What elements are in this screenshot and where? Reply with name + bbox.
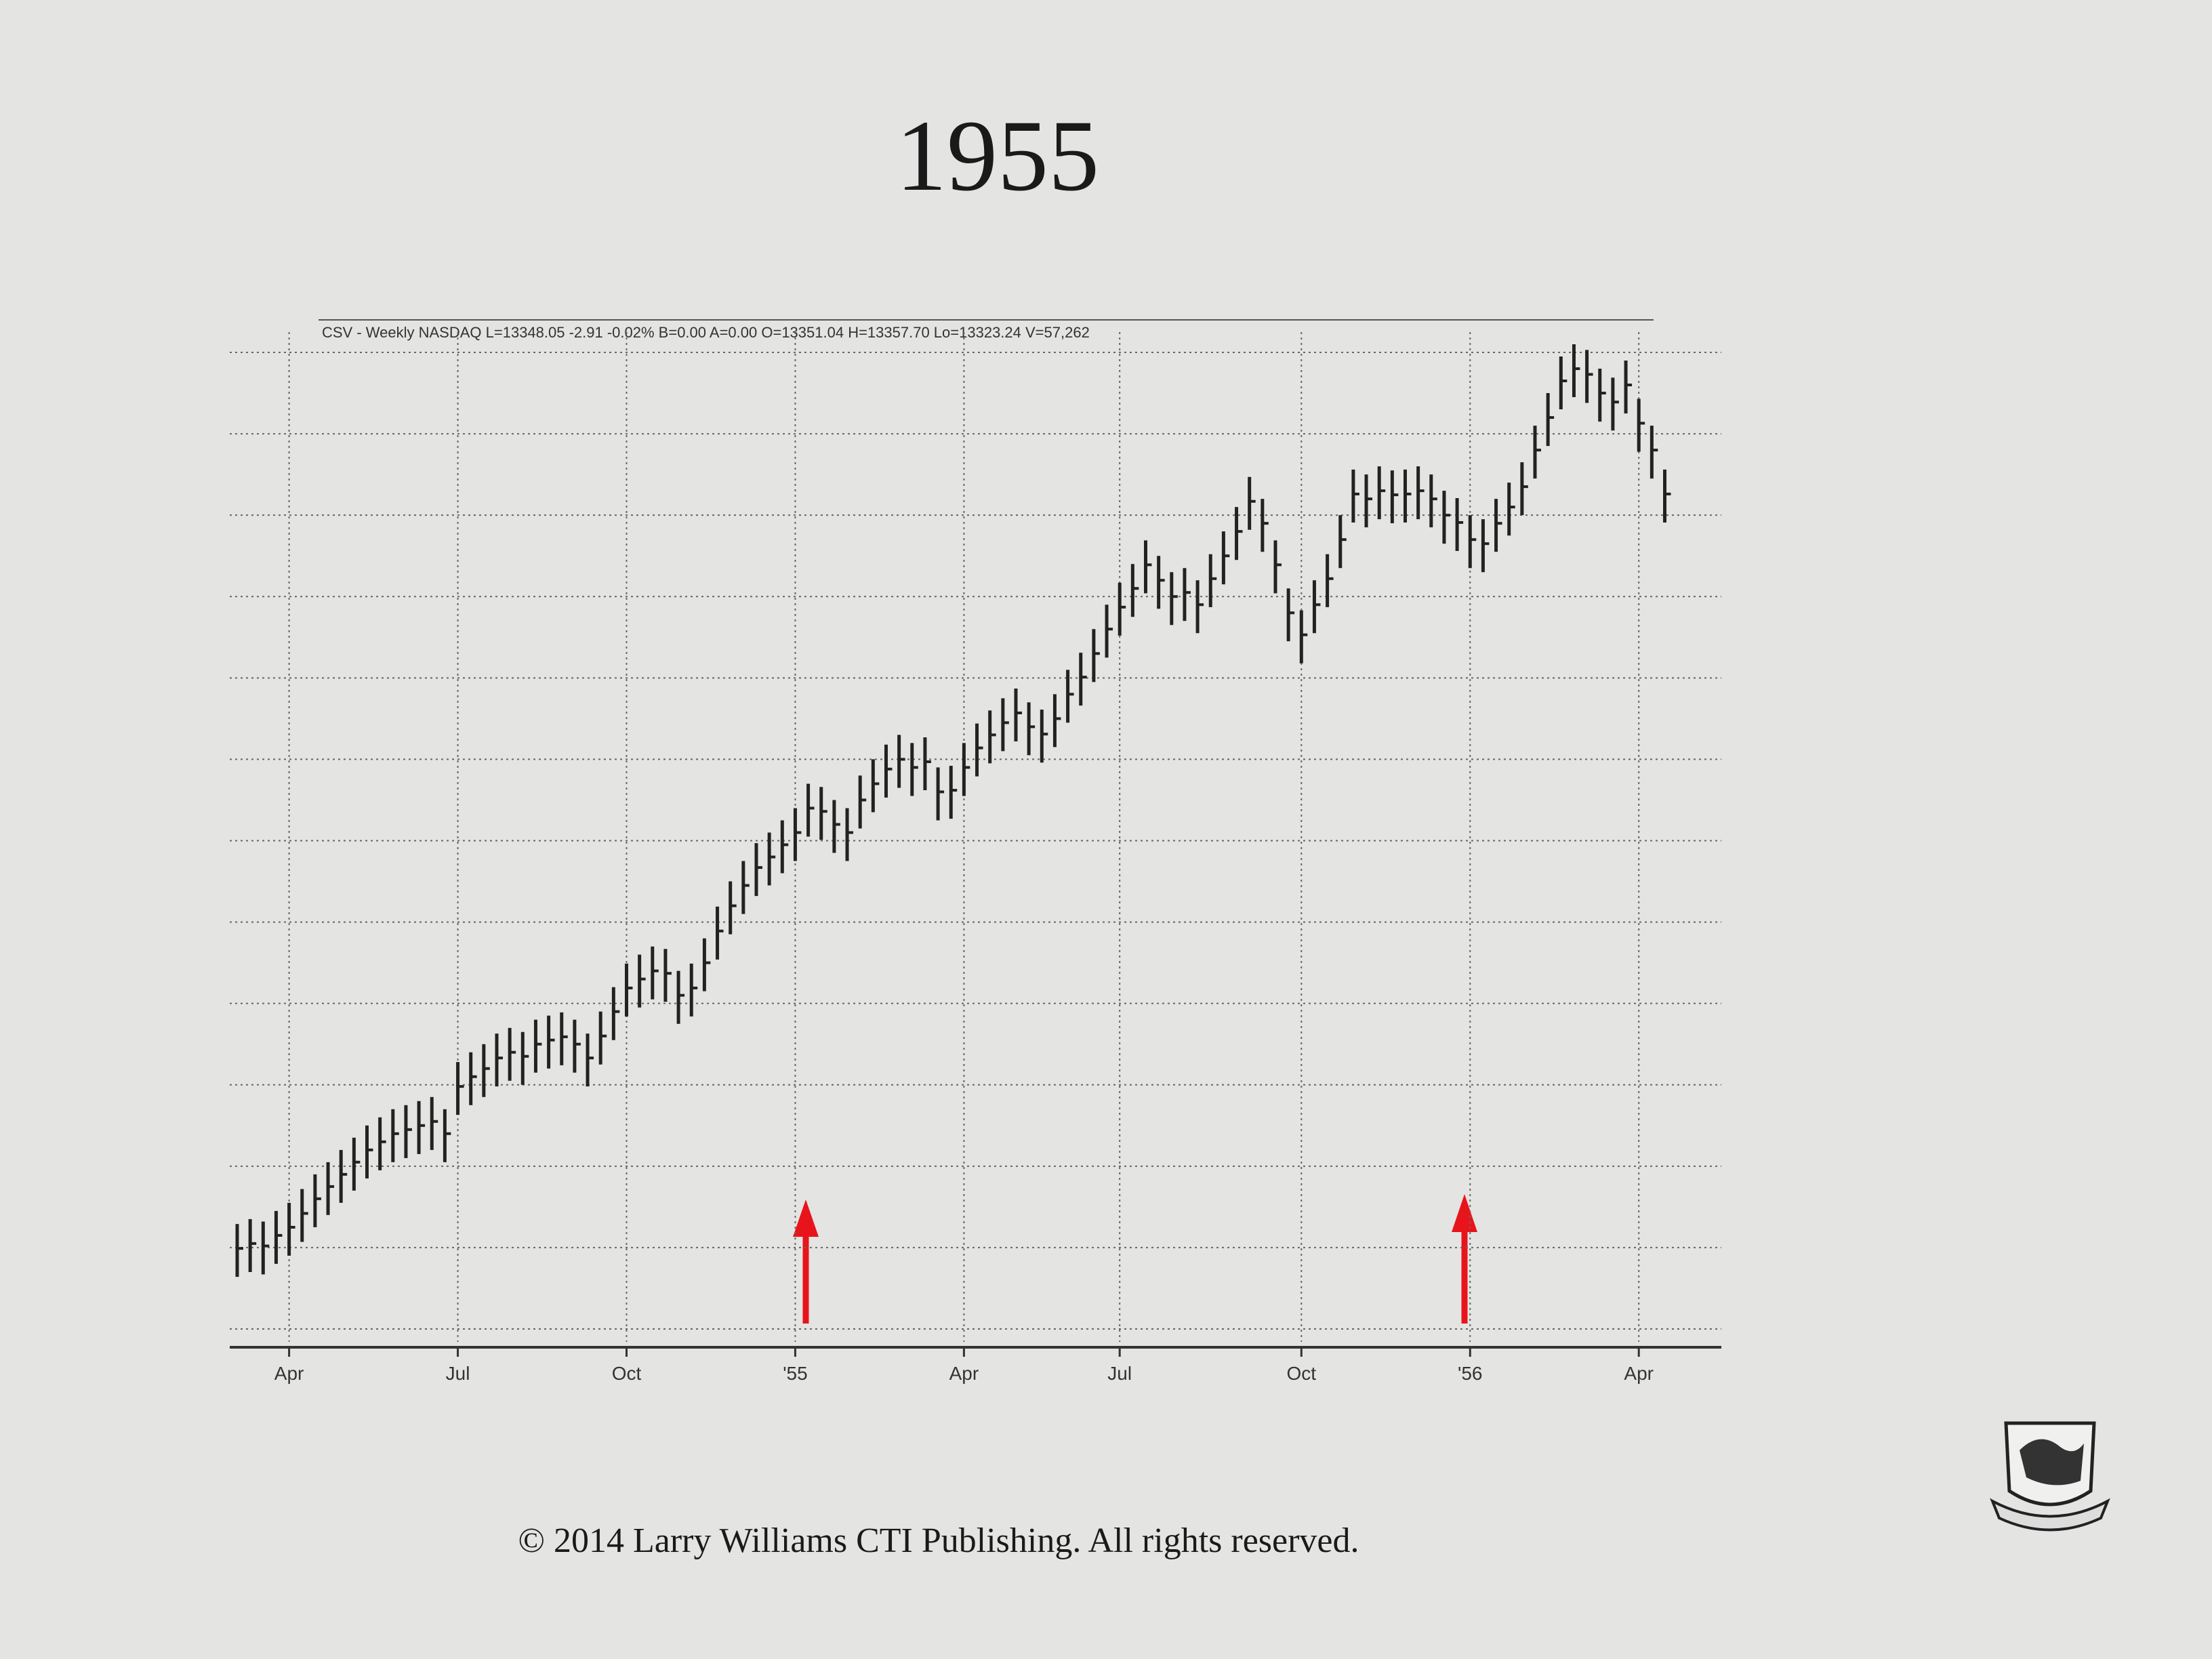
x-tick-label: Jul [1107, 1363, 1132, 1384]
page-title: 1955 [896, 100, 1099, 212]
x-tick-label: Oct [1287, 1363, 1317, 1384]
arrow [793, 1194, 1477, 1324]
x-tick-label: Oct [612, 1363, 642, 1384]
plot: Apr Jul Oct '55 Apr Jul Oct '56 Apr [230, 332, 1721, 1384]
x-tick-label: Apr [274, 1363, 304, 1384]
x-tick-label: '56 [1458, 1363, 1483, 1384]
footer: © 2014 Larry Williams CTI Publishing. Al… [518, 1521, 1359, 1560]
x-tick-label: Jul [446, 1363, 470, 1384]
x-tick-label: Apr [1624, 1363, 1654, 1384]
x-tick-label: Apr [949, 1363, 979, 1384]
logo [1990, 1421, 2110, 1532]
chart-header: CSV - Weekly NASDAQ L=13348.05 -2.91 -0.… [322, 324, 1090, 341]
x-tick-label: '55 [783, 1363, 808, 1384]
